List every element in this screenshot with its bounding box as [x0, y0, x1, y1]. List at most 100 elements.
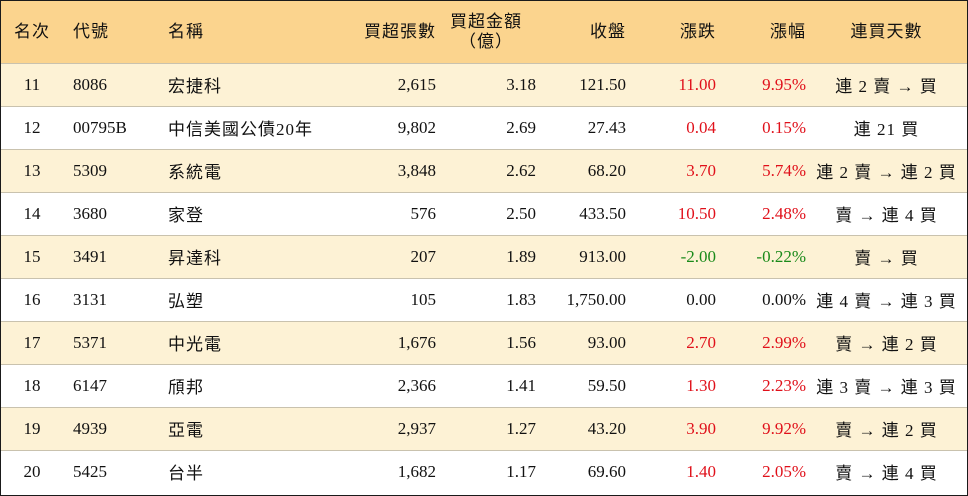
- cell-close: 433.50: [579, 203, 626, 223]
- cell-buy-days: 連 2 賣 → 買: [835, 77, 938, 96]
- cell-name: 家登: [168, 206, 204, 225]
- cell-net-buy-amount: 1.56: [506, 332, 536, 352]
- table-row: 20 5425 台半 1,682 1.17 69.60 1.40 2.05% 賣 → 連 4 買: [1, 450, 967, 493]
- table-row: 14 3680 家登 576 2.50 433.50 10.50 2.48% 賣 → 連 4 買: [1, 192, 967, 235]
- cell-close: 68.20: [587, 160, 626, 180]
- table-row: 18 6147 頎邦 2,366 1.41 59.50 1.30 2.23% 連 3 賣 → 連…: [1, 364, 967, 407]
- cell-buy-days: 連 21 買: [853, 120, 920, 139]
- table-row: 17 5371 中光電 1,676 1.56 93.00 2.70 2.99% 賣 → 連 2 …: [1, 321, 967, 364]
- cell-name: 系統電: [168, 163, 222, 182]
- cell-rank: 19: [23, 418, 41, 438]
- cell-rank: 16: [23, 289, 41, 309]
- cell-change-pct: 2.99%: [762, 332, 806, 352]
- cell-change-pct: 2.23%: [762, 375, 806, 395]
- cell-close: 121.50: [579, 74, 626, 94]
- cell-name: 亞電: [168, 421, 204, 440]
- cell-buy-days: 賣 → 連 2 買: [835, 335, 938, 354]
- cell-close: 913.00: [579, 246, 626, 266]
- cell-change: 2.70: [686, 332, 716, 352]
- cell-change-pct: 0.15%: [762, 117, 806, 137]
- table-row: 13 5309 系統電 3,848 2.62 68.20 3.70 5.74% 連 2 賣 → …: [1, 149, 967, 192]
- cell-close: 69.60: [587, 461, 626, 481]
- cell-rank: 20: [23, 461, 41, 481]
- header-name: 名稱: [168, 21, 204, 41]
- cell-name: 弘塑: [168, 292, 204, 311]
- table-header: 名次 代號 名稱 買超張數 買超金額 （億） 收盤 漲跌 漲幅 連買天數: [1, 1, 967, 63]
- header-buy-days: 連買天數: [850, 21, 923, 41]
- cell-net-buy-amount: 1.89: [506, 246, 536, 266]
- cell-net-buy-amount: 2.69: [506, 117, 536, 137]
- header-close: 收盤: [590, 21, 626, 41]
- header-code: 代號: [73, 21, 109, 41]
- cell-close: 27.43: [587, 117, 626, 137]
- cell-net-buy-amount: 2.62: [506, 160, 536, 180]
- cell-code: 6147: [73, 375, 107, 395]
- cell-rank: 17: [23, 332, 41, 352]
- cell-net-buy-amount: 1.27: [506, 418, 536, 438]
- cell-code: 8086: [73, 74, 107, 94]
- cell-code: 00795B: [73, 117, 127, 137]
- cell-change-pct: 0.00%: [762, 289, 806, 309]
- cell-close: 1,750.00: [566, 289, 627, 309]
- cell-close: 59.50: [587, 375, 626, 395]
- header-net-buy-amount: 買超金額 （億）: [436, 1, 536, 63]
- cell-change-pct: 2.48%: [762, 203, 806, 223]
- cell-change-pct: -0.22%: [756, 246, 806, 266]
- cell-rank: 13: [23, 160, 41, 180]
- cell-net-buy-volume: 2,937: [397, 418, 436, 438]
- cell-change-pct: 2.05%: [762, 461, 806, 481]
- cell-change: 1.40: [686, 461, 716, 481]
- table-row: 15 3491 昇達科 207 1.89 913.00 -2.00 -0.22% 賣 → 買: [1, 235, 967, 278]
- cell-close: 43.20: [587, 418, 626, 438]
- cell-change-pct: 9.92%: [762, 418, 806, 438]
- cell-buy-days: 賣 → 連 2 買: [835, 421, 938, 440]
- cell-change: 1.30: [686, 375, 716, 395]
- cell-name: 中光電: [168, 335, 222, 354]
- cell-name: 頎邦: [168, 378, 204, 397]
- cell-net-buy-amount: 1.41: [506, 375, 536, 395]
- cell-close: 93.00: [587, 332, 626, 352]
- header-change: 漲跌: [680, 21, 716, 41]
- cell-change: -2.00: [680, 246, 716, 266]
- header-change-pct: 漲幅: [770, 21, 806, 41]
- cell-rank: 18: [23, 375, 41, 395]
- cell-buy-days: 賣 → 買: [854, 249, 919, 268]
- cell-net-buy-volume: 105: [410, 289, 437, 309]
- cell-net-buy-amount: 3.18: [506, 74, 536, 94]
- cell-code: 3491: [73, 246, 107, 266]
- cell-change: 10.50: [677, 203, 716, 223]
- cell-change: 3.70: [686, 160, 716, 180]
- cell-buy-days: 賣 → 連 4 買: [835, 206, 938, 225]
- cell-buy-days: 連 4 賣 → 連 3 買: [816, 292, 957, 311]
- cell-code: 5309: [73, 160, 107, 180]
- cell-change: 3.90: [686, 418, 716, 438]
- cell-net-buy-amount: 2.50: [506, 203, 536, 223]
- cell-code: 3680: [73, 203, 107, 223]
- cell-buy-days: 賣 → 連 4 買: [835, 464, 938, 484]
- cell-code: 5371: [73, 332, 107, 352]
- cell-buy-days: 連 2 賣 → 連 2 買: [816, 163, 957, 182]
- cell-name: 宏捷科: [168, 77, 222, 96]
- table-row: 19 4939 亞電 2,937 1.27 43.20 3.90 9.92% 賣 → 連 2 買: [1, 407, 967, 450]
- cell-name: 台半: [168, 464, 204, 484]
- cell-name: 中信美國公債20年: [168, 120, 313, 139]
- cell-buy-days: 連 3 賣 → 連 3 買: [816, 378, 957, 397]
- table-row: 16 3131 弘塑 105 1.83 1,750.00 0.00 0.00% 連 4 賣 → …: [1, 278, 967, 321]
- cell-net-buy-volume: 207: [410, 246, 437, 266]
- cell-net-buy-volume: 2,615: [397, 74, 436, 94]
- cell-change-pct: 5.74%: [762, 160, 806, 180]
- header-net-buy-volume: 買超張數: [364, 21, 436, 41]
- header-net-buy-amount-line2: （億）: [459, 31, 513, 51]
- header-row: 名次 代號 名稱 買超張數 買超金額 （億） 收盤 漲跌 漲幅 連買天數: [1, 1, 967, 63]
- cell-rank: 12: [23, 117, 41, 137]
- cell-net-buy-amount: 1.17: [506, 461, 536, 481]
- cell-rank: 14: [23, 203, 41, 223]
- table-row: 12 00795B 中信美國公債20年 9,802 2.69 27.43 0.04 0.15%…: [1, 106, 967, 149]
- cell-name: 昇達科: [168, 249, 222, 268]
- cell-code: 4939: [73, 418, 107, 438]
- cell-net-buy-volume: 576: [410, 203, 437, 223]
- cell-net-buy-volume: 9,802: [397, 117, 436, 137]
- cell-net-buy-volume: 2,366: [397, 375, 436, 395]
- table-body: 11 8086 宏捷科 2,615 3.18 121.50 11.00 9.95% 連 2 賣 …: [1, 63, 967, 493]
